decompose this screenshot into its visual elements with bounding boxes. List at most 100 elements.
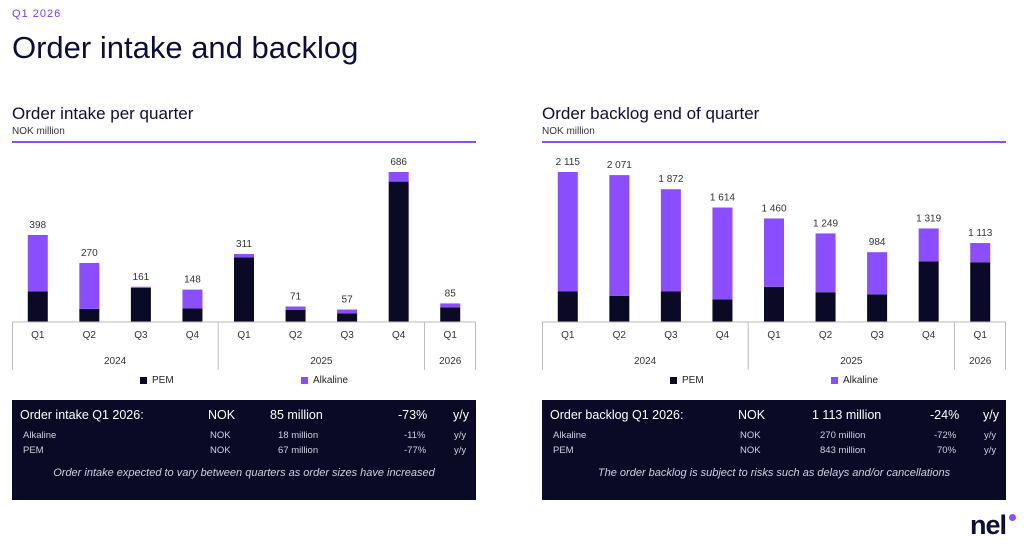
summary-row-change: -77% bbox=[404, 445, 427, 456]
bar-pem-6 bbox=[867, 294, 888, 322]
bar-alkaline-2 bbox=[130, 286, 151, 288]
summary-row-label: Alkaline bbox=[23, 430, 57, 441]
summary-head-period: y/y bbox=[453, 408, 469, 422]
summary-head-value: 85 million bbox=[270, 408, 323, 422]
summary-row-label: PEM bbox=[23, 445, 44, 456]
total-label: 1 249 bbox=[813, 218, 838, 229]
legend-alkaline-label: Alkaline bbox=[843, 375, 879, 386]
order-backlog-legend: PEM Alkaline bbox=[542, 375, 1006, 391]
total-label: 270 bbox=[81, 248, 98, 259]
x-tick-label: Q1 bbox=[237, 330, 251, 341]
order-intake-panel: Order intake per quarter NOK million 398… bbox=[12, 104, 476, 500]
total-label: 161 bbox=[133, 272, 150, 283]
bar-alkaline-4 bbox=[764, 218, 784, 287]
bar-alkaline-0 bbox=[557, 172, 578, 292]
total-label: 148 bbox=[184, 275, 201, 286]
group-label: 2025 bbox=[310, 356, 333, 367]
bar-alkaline-2 bbox=[660, 189, 681, 292]
bar-alkaline-5 bbox=[285, 306, 306, 310]
kicker: Q1 2026 bbox=[12, 8, 62, 20]
total-label: 984 bbox=[869, 237, 886, 248]
x-tick-label: Q1 bbox=[767, 330, 781, 341]
legend-alkaline-label: Alkaline bbox=[313, 375, 349, 386]
legend-alkaline-swatch bbox=[301, 377, 308, 384]
summary-head-change: -24% bbox=[930, 408, 960, 422]
bar-pem-7 bbox=[388, 181, 409, 322]
bar-alkaline-3 bbox=[182, 289, 203, 309]
order-backlog-unit: NOK million bbox=[542, 126, 595, 137]
bar-pem-2 bbox=[660, 291, 681, 322]
bar-pem-3 bbox=[712, 299, 733, 322]
summary-row-label: PEM bbox=[553, 445, 574, 456]
total-label: 57 bbox=[342, 295, 354, 306]
order-intake-rule bbox=[12, 141, 476, 143]
summary-row-period: y/y bbox=[984, 445, 997, 456]
legend-alkaline-swatch bbox=[831, 377, 838, 384]
order-backlog-title: Order backlog end of quarter bbox=[542, 104, 760, 123]
bar-alkaline-4 bbox=[234, 253, 254, 258]
summary-head-currency: NOK bbox=[738, 408, 766, 422]
bar-pem-1 bbox=[79, 308, 100, 322]
total-label: 311 bbox=[236, 239, 252, 250]
bar-pem-1 bbox=[609, 295, 630, 322]
x-tick-label: Q4 bbox=[186, 330, 200, 341]
summary-row-change: 70% bbox=[937, 445, 957, 456]
bar-alkaline-6 bbox=[337, 309, 358, 314]
total-label: 2 071 bbox=[607, 160, 632, 171]
group-label: 2026 bbox=[439, 356, 462, 367]
x-tick-label: Q1 bbox=[561, 330, 575, 341]
summary-row-change: -72% bbox=[934, 430, 957, 441]
total-label: 2 115 bbox=[556, 157, 581, 168]
summary-row-change: -11% bbox=[404, 430, 426, 441]
bar-pem-6 bbox=[337, 313, 358, 322]
summary-row-period: y/y bbox=[454, 445, 467, 456]
order-backlog-panel: Order backlog end of quarter NOK million… bbox=[542, 104, 1006, 500]
summary-note: The order backlog is subject to risks su… bbox=[597, 467, 951, 479]
bar-alkaline-1 bbox=[79, 262, 100, 309]
total-label: 1 319 bbox=[916, 213, 941, 224]
summary-head-label: Order backlog Q1 2026: bbox=[550, 408, 684, 422]
bar-pem-5 bbox=[815, 292, 836, 322]
summary-head-change: -73% bbox=[398, 408, 428, 422]
bar-pem-2 bbox=[130, 287, 151, 322]
x-tick-label: Q2 bbox=[819, 330, 833, 341]
summary-row-currency: NOK bbox=[210, 445, 231, 456]
legend-pem-label: PEM bbox=[152, 375, 174, 386]
summary-row-currency: NOK bbox=[740, 445, 761, 456]
bar-alkaline-7 bbox=[388, 172, 409, 182]
group-label: 2024 bbox=[634, 356, 657, 367]
group-label: 2026 bbox=[969, 356, 992, 367]
total-label: 1 460 bbox=[761, 203, 786, 214]
legend-alkaline: Alkaline bbox=[301, 375, 348, 386]
summary-row-label: Alkaline bbox=[553, 430, 587, 441]
x-tick-label: Q4 bbox=[392, 330, 406, 341]
x-tick-label: Q2 bbox=[613, 330, 627, 341]
x-tick-label: Q2 bbox=[83, 330, 97, 341]
bar-pem-4 bbox=[764, 286, 784, 322]
summary-row-value: 67 million bbox=[278, 445, 319, 456]
summary-row-value: 270 million bbox=[820, 430, 866, 441]
bar-alkaline-7 bbox=[918, 228, 939, 262]
bar-alkaline-8 bbox=[440, 303, 461, 308]
summary-row-currency: NOK bbox=[210, 430, 231, 441]
order-intake-chart: 398 Q1 270 Q2 161 Q3 148 Q4 311 Q1 71 Q2 57 Q3 686 Q4 85… bbox=[12, 157, 476, 370]
x-tick-label: Q2 bbox=[289, 330, 303, 341]
group-label: 2024 bbox=[104, 356, 127, 367]
bar-pem-7 bbox=[918, 261, 939, 322]
total-label: 1 614 bbox=[710, 193, 735, 204]
legend-pem-swatch bbox=[140, 377, 147, 384]
total-label: 686 bbox=[390, 157, 407, 168]
summary-row-period: y/y bbox=[454, 430, 467, 441]
x-tick-label: Q4 bbox=[716, 330, 730, 341]
legend-alkaline: Alkaline bbox=[831, 375, 878, 386]
bar-alkaline-0 bbox=[27, 234, 48, 292]
summary-head-label: Order intake Q1 2026: bbox=[20, 408, 144, 422]
x-tick-label: Q3 bbox=[664, 330, 678, 341]
legend-pem-swatch bbox=[670, 377, 677, 384]
summary-row-value: 843 million bbox=[820, 445, 866, 456]
bar-alkaline-3 bbox=[712, 207, 733, 300]
bar-pem-3 bbox=[182, 308, 203, 322]
bar-pem-4 bbox=[234, 257, 254, 322]
total-label: 1 113 bbox=[968, 228, 993, 239]
summary-head-currency: NOK bbox=[208, 408, 236, 422]
